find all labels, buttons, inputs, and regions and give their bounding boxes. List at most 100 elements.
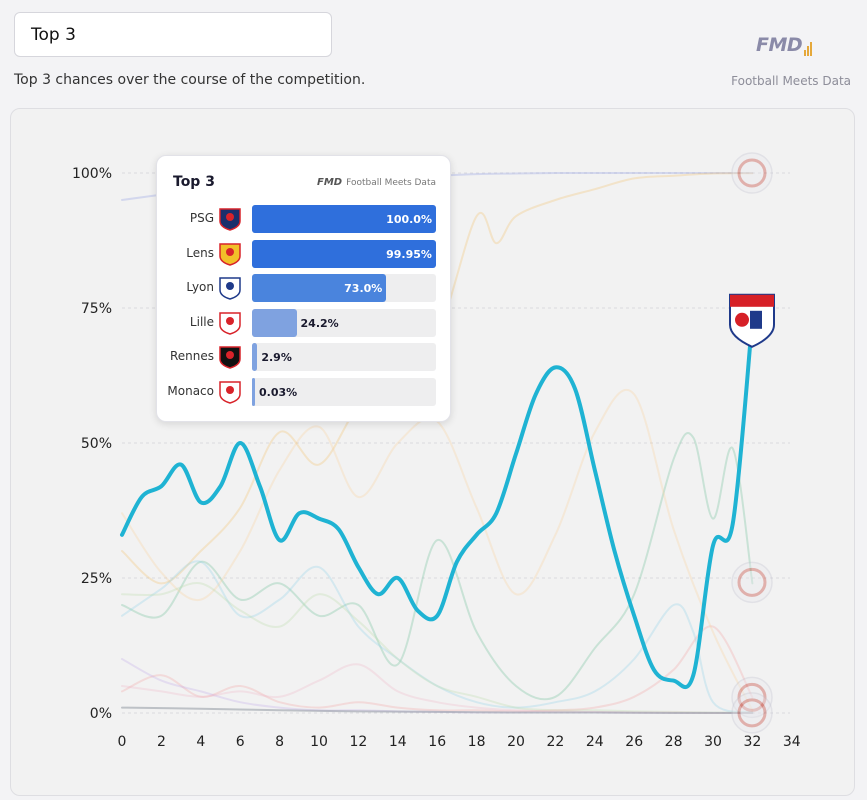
lille-crest-icon	[219, 311, 241, 335]
lyon-crest-lion	[735, 312, 749, 327]
tooltip-card: Top 3 FMD Football Meets Data PSG 100.0% L…	[156, 155, 451, 422]
bar-track: 0.03%	[252, 377, 436, 406]
crest-disc	[731, 676, 773, 719]
y-tick-label: 100%	[72, 166, 112, 182]
x-tick-label: 16	[428, 734, 446, 750]
crest-ring	[737, 158, 767, 188]
y-tick-label: 25%	[81, 571, 112, 587]
series-line-lille	[121, 432, 754, 701]
bar-fill	[252, 343, 258, 371]
x-tick-label: 12	[349, 734, 367, 750]
bar-track: 24.2%	[252, 308, 436, 337]
x-tick-label: 10	[310, 734, 328, 750]
bar-fill	[252, 239, 436, 268]
bar-fill	[252, 377, 255, 406]
bar-value-label: 2.9%	[261, 351, 292, 364]
tooltip-brand-name: Football Meets Data	[346, 177, 436, 188]
tooltip-row-lyon: Lyon 73.0%	[157, 273, 452, 303]
x-tick-label: 2	[157, 734, 166, 750]
fmd-logo: FMD	[756, 34, 813, 56]
tooltip-fmd-logo: FMD	[317, 177, 343, 188]
team-name: Rennes	[169, 349, 214, 363]
crest-disc	[731, 561, 773, 604]
bar-value-label: 100.0%	[386, 213, 432, 226]
bar-value-label: 99.95%	[386, 247, 432, 261]
bar-track: 73.0%	[252, 274, 436, 302]
x-tick-label: 26	[625, 734, 643, 750]
x-tick-label: 0	[118, 734, 127, 750]
monaco-crest-icon	[731, 692, 773, 734]
x-tick-label: 14	[389, 734, 407, 750]
x-tick-label: 20	[507, 734, 525, 750]
monaco-crest-icon	[219, 380, 241, 404]
lyon-crest-icon	[729, 293, 775, 348]
tooltip-title: Top 3	[173, 174, 215, 190]
tooltip-row-lille: Lille 24.2%	[157, 308, 452, 338]
tooltip-row-lens: Lens 99.95%	[157, 239, 452, 269]
x-tick-label: 28	[665, 734, 683, 750]
y-tick-label: 0%	[90, 706, 112, 722]
team-name: Lyon	[186, 280, 214, 294]
bar-track: 99.95%	[252, 239, 436, 268]
x-tick-label: 4	[196, 734, 205, 750]
series-line-lens	[121, 172, 754, 585]
series-line-others	[121, 706, 754, 715]
series-line-marseille	[121, 560, 754, 714]
x-tick-label: 8	[275, 734, 284, 750]
bar-value-label: 24.2%	[300, 316, 339, 330]
bar-track: 2.9%	[252, 343, 436, 371]
psg-crest-icon	[219, 208, 241, 231]
crest-disc	[731, 152, 773, 194]
crest-ring	[737, 682, 767, 712]
bar-fill	[252, 308, 297, 337]
tooltip-row-psg: PSG 100.0%	[157, 204, 452, 234]
x-tick-label: 6	[236, 734, 245, 750]
competition-select[interactable]: Top 3	[14, 12, 332, 57]
crest-disc	[731, 692, 773, 734]
x-tick-label: 24	[586, 734, 604, 750]
lens-crest-icon	[219, 242, 241, 266]
highlight-series	[120, 316, 755, 690]
chart-subtitle: Top 3 chances over the course of the com…	[14, 72, 366, 88]
lille-crest-icon	[731, 561, 773, 604]
competition-select-value: Top 3	[31, 24, 76, 45]
series-line-nantes	[121, 663, 754, 715]
y-tick-label: 75%	[81, 301, 112, 317]
lyon-crest-band	[730, 294, 774, 307]
team-name: Lille	[189, 314, 214, 329]
bar-fill	[252, 205, 436, 233]
bar-value-label: 0.03%	[259, 385, 298, 399]
axis-labels: 0%25%50%75%100%0 2 4 6 8 10 12 14 16 18 20 22 24 26 28…	[72, 166, 801, 750]
psg-lens-crest-icon	[731, 152, 773, 194]
end-badges	[729, 152, 775, 734]
bar-chart-icon	[804, 42, 813, 56]
x-tick-label: 22	[546, 734, 564, 750]
lyon-crest-letter	[750, 310, 762, 329]
bar-fill	[252, 274, 387, 302]
crest-ring	[737, 698, 767, 728]
bar-value-label: 73.0%	[344, 282, 383, 295]
rennes-crest-icon	[219, 346, 241, 369]
tooltip-row-monaco: Monaco 0.03%	[157, 377, 452, 407]
series-line-rennes	[121, 625, 754, 713]
team-name: Monaco	[167, 383, 214, 398]
tooltip-row-rennes: Rennes 2.9%	[157, 342, 452, 372]
rennes-crest-icon	[731, 676, 773, 719]
series-line-lyon	[120, 316, 755, 690]
fmd-logo-text: FMD	[756, 34, 803, 56]
series-line-nice	[121, 388, 754, 712]
x-tick-label: 34	[783, 734, 801, 750]
brand-name: Football Meets Data	[731, 74, 851, 88]
y-tick-label: 50%	[81, 436, 112, 452]
tooltip-brand: FMD Football Meets Data	[317, 177, 436, 188]
lyon-crest-icon	[219, 277, 241, 300]
team-name: PSG	[189, 211, 214, 225]
series-line-lorient	[121, 582, 754, 714]
x-tick-label: 30	[704, 734, 722, 750]
x-tick-label: 32	[743, 734, 761, 750]
crest-ring	[737, 567, 767, 597]
team-name: Lens	[186, 245, 214, 260]
x-tick-label: 18	[468, 734, 486, 750]
bar-track: 100.0%	[252, 205, 436, 233]
